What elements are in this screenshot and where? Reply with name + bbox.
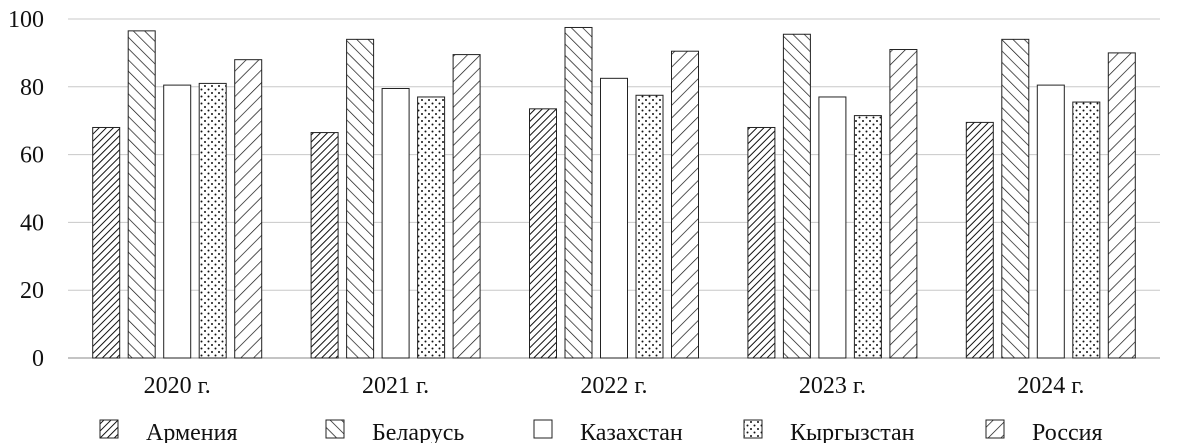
bar (452, 54, 481, 359)
bar (198, 82, 227, 359)
y-tick-label: 100 (8, 7, 44, 33)
bar (1072, 101, 1101, 359)
bar (1001, 38, 1030, 359)
bar (853, 115, 882, 359)
bar (600, 77, 628, 359)
legend-item: Россия (985, 419, 1103, 443)
x-tick-label: 2024 г. (1017, 373, 1084, 399)
bar (782, 33, 811, 359)
y-tick-label: 60 (20, 143, 44, 169)
legend-label: Казахстан (580, 420, 683, 443)
y-tick-label: 20 (20, 278, 44, 304)
bar (346, 38, 375, 359)
y-tick-label: 80 (20, 75, 44, 101)
legend-label: Армения (146, 420, 238, 443)
legend: Армения Беларусь Казахстан Кыргызстан Россия (99, 419, 1103, 443)
y-axis-ticks: 0 20 40 60 80 100 (8, 7, 44, 372)
legend-label: Россия (1032, 420, 1103, 443)
x-tick-label: 2023 г. (799, 373, 866, 399)
y-tick-label: 40 (20, 210, 44, 236)
bar (564, 26, 593, 359)
bar (417, 96, 446, 359)
bar (818, 96, 847, 359)
legend-label: Кыргызстан (790, 420, 915, 443)
legend-swatch (743, 419, 763, 439)
bar (889, 49, 918, 359)
bar (965, 121, 994, 359)
bars (92, 26, 1136, 359)
bar (381, 87, 410, 359)
bar (310, 132, 339, 359)
legend-item: Кыргызстан (743, 419, 915, 443)
bar (1107, 52, 1136, 359)
bar (529, 108, 557, 359)
legend-item: Армения (99, 419, 238, 443)
legend-swatch (985, 419, 1005, 439)
legend-item: Казахстан (533, 419, 683, 443)
legend-label: Беларусь (372, 420, 464, 443)
bar (163, 84, 192, 359)
legend-swatch (99, 419, 119, 439)
bar (747, 126, 776, 359)
bar (127, 30, 156, 359)
x-tick-label: 2021 г. (362, 373, 429, 399)
x-tick-label: 2022 г. (580, 373, 647, 399)
bar (234, 59, 263, 359)
legend-item: Беларусь (325, 419, 464, 443)
bar (1036, 84, 1065, 359)
bar (635, 94, 664, 359)
bar (92, 126, 121, 359)
legend-swatch (533, 419, 553, 439)
y-tick-label: 0 (32, 346, 44, 372)
bar (671, 50, 699, 359)
x-axis-ticks: 2020 г. 2021 г. 2022 г. 2023 г. 2024 г. (144, 373, 1085, 399)
x-tick-label: 2020 г. (144, 373, 211, 399)
legend-swatch (325, 419, 345, 439)
